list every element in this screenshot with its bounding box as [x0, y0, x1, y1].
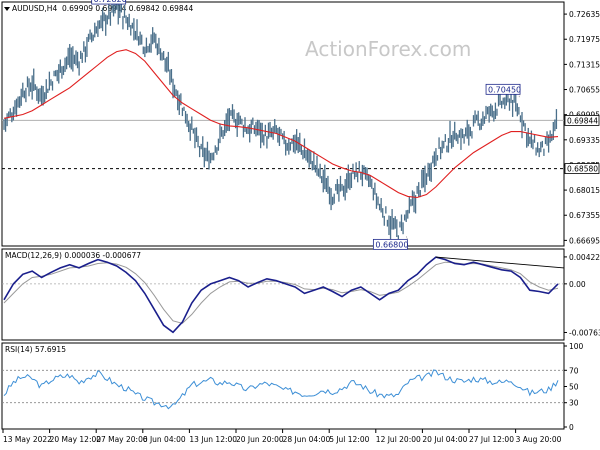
macd-header: MACD(12,26,9) 0.000036 -0.000677 — [5, 251, 141, 260]
macd-y-tick-label: 0.00 — [569, 280, 586, 289]
watermark-text: ActionForex.com — [305, 37, 471, 61]
x-tick-label: 3 Aug 20:00 — [516, 435, 562, 444]
price-y-tick-label: 0.68015 — [569, 186, 600, 195]
rsi-y-tick-label: 30 — [569, 399, 579, 408]
annotation-connector — [405, 236, 408, 240]
macd-trend-line — [435, 256, 565, 269]
annotation-label: 0.66800 — [375, 240, 408, 249]
x-tick-label: 13 May 2022 — [3, 435, 52, 444]
annotation-box — [372, 238, 408, 250]
rsi-y-tick-label: 0 — [569, 423, 574, 432]
annotation-box — [91, 0, 127, 5]
macd-y-tick-label: -0.007633 — [569, 328, 600, 337]
x-tick-label: 20 Jun 20:00 — [236, 435, 284, 444]
moving-average-line — [3, 49, 559, 199]
x-tick-label: 28 Jun 04:00 — [283, 435, 331, 444]
price-panel — [1, 1, 565, 247]
x-tick-label: 5 Jul 12:00 — [329, 435, 369, 444]
price-header-symbol: AUDUSD,H4 — [12, 4, 57, 13]
price-y-tick-label: 0.70655 — [569, 86, 600, 95]
macd-y-tick-label: 0.004229 — [569, 253, 600, 262]
x-tick-label: 20 Jul 04:00 — [422, 435, 467, 444]
price-y-tick-label: 0.66695 — [569, 236, 600, 245]
price-y-tick-label: 0.71315 — [569, 60, 600, 69]
annotation-connector — [124, 3, 127, 8]
x-tick-label: 27 May 20:00 — [96, 435, 148, 444]
macd-panel — [1, 248, 565, 341]
current-price-label: 0.69844 — [567, 116, 598, 125]
support-price-box — [564, 163, 600, 174]
price-y-tick-label: 0.69335 — [569, 136, 600, 145]
x-tick-label: 13 Jun 12:00 — [189, 435, 237, 444]
rsi-y-tick-label: 100 — [569, 342, 584, 351]
price-header-ohlc: 0.69909 0.69914 0.69842 0.69844 — [62, 4, 193, 13]
rsi-line — [3, 369, 559, 410]
x-tick-label: 27 Jul 12:00 — [469, 435, 514, 444]
price-y-tick-label: 0.67355 — [569, 211, 600, 220]
x-tick-label: 20 May 12:00 — [50, 435, 102, 444]
rsi-y-tick-label: 50 — [569, 383, 579, 392]
annotation-label: 0.72820 — [94, 0, 127, 4]
rsi-panel — [1, 342, 565, 430]
current-price-box — [564, 115, 600, 126]
rsi-y-tick-label: 70 — [569, 366, 579, 375]
annotation-connector — [518, 94, 521, 98]
annotation-box — [485, 83, 521, 95]
rsi-header: RSI(14) 57.6915 — [5, 345, 66, 354]
macd-signal-line — [3, 261, 559, 324]
dropdown-arrow-icon[interactable] — [4, 7, 10, 11]
x-tick-label: 12 Jul 20:00 — [376, 435, 421, 444]
support-price-label: 0.68580 — [567, 165, 598, 174]
x-tick-label: 6 Jun 04:00 — [143, 435, 186, 444]
macd-line — [3, 256, 559, 334]
annotation-label: 0.70450 — [488, 85, 521, 94]
price-y-tick-label: 0.71975 — [569, 35, 600, 44]
price-y-tick-label: 0.72635 — [569, 10, 600, 19]
